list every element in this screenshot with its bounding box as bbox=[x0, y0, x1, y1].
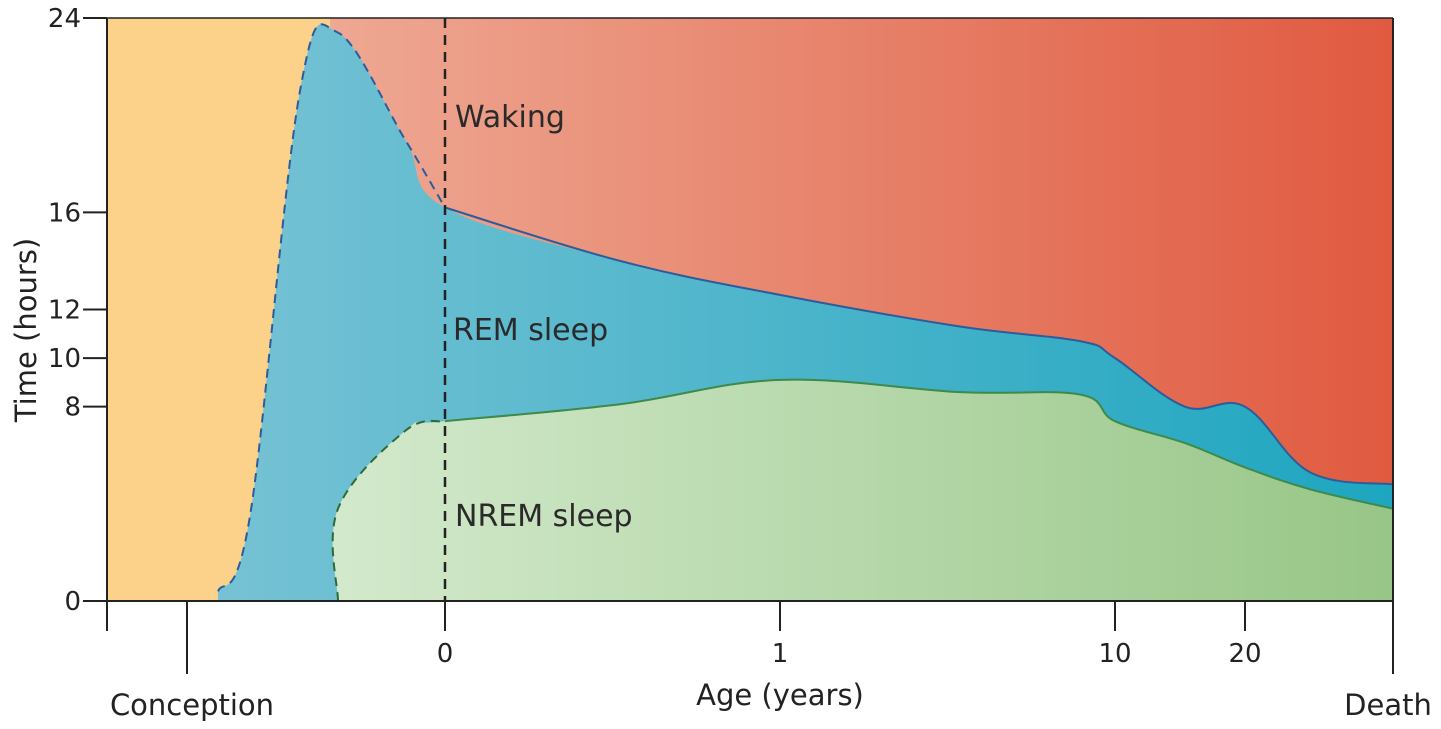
x-tick-label-10: 10 bbox=[1098, 639, 1131, 669]
label-rem-sleep: REM sleep bbox=[453, 313, 608, 348]
y-tick-label-24: 24 bbox=[48, 4, 81, 34]
y-tick-label-16: 16 bbox=[48, 198, 81, 228]
nrem-prenatal-dashed-boundary bbox=[331, 419, 446, 602]
y-tick-label-12: 12 bbox=[48, 296, 81, 326]
label-nrem-sleep: NREM sleep bbox=[455, 499, 633, 534]
y-tick-label-0: 0 bbox=[64, 587, 81, 617]
x-tick-label-conception: Conception bbox=[110, 688, 274, 722]
x-tick-label-death: Death bbox=[1344, 688, 1432, 722]
y-tick-label-10: 10 bbox=[48, 344, 81, 374]
x-axis-title: Age (years) bbox=[696, 678, 864, 712]
x-tick-label-0: 0 bbox=[437, 639, 454, 669]
label-waking: Waking bbox=[455, 100, 565, 135]
x-tick-label-1: 1 bbox=[772, 639, 789, 669]
rem-upper-boundary bbox=[444, 206, 1394, 486]
y-tick-label-8: 8 bbox=[64, 393, 81, 423]
nrem-sleep-area bbox=[332, 379, 1394, 601]
y-axis-title: Time (hours) bbox=[9, 238, 43, 423]
x-tick-label-20: 20 bbox=[1228, 639, 1261, 669]
axes: 0 8 10 12 16 24 Conception 0 1 10 20 Death bbox=[48, 4, 1432, 722]
nrem-upper-boundary bbox=[444, 378, 1394, 510]
rem-prenatal-dashed-boundary bbox=[217, 23, 446, 592]
